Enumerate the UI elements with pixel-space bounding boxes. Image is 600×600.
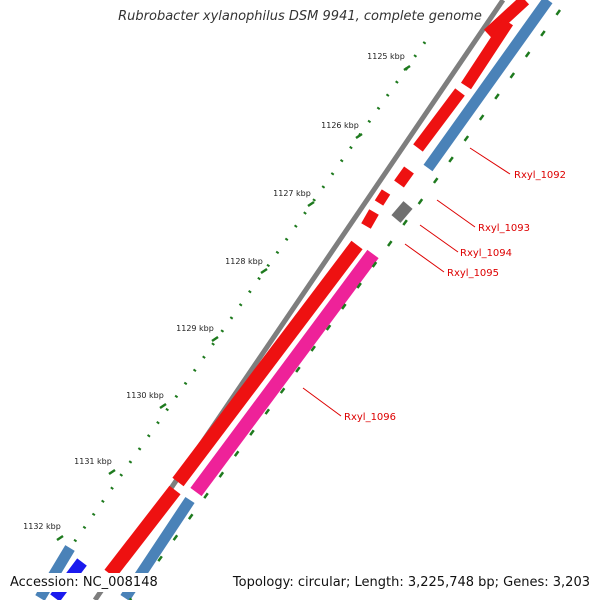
scale-tick (355, 132, 363, 140)
gene-forward (394, 166, 414, 188)
gene-label[interactable]: Rxyl_1095 (447, 268, 499, 279)
leader-line (469, 147, 511, 175)
forward-strand-genes (104, 0, 530, 579)
gene-reverse (423, 0, 553, 172)
scale-tick-label: 1125 kbp (367, 52, 405, 61)
scale-tick (211, 335, 219, 343)
leader-line (419, 224, 459, 253)
label-leaders (302, 147, 511, 417)
gene-forward (413, 88, 465, 152)
scale-tick-label: 1127 kbp (273, 189, 311, 198)
scale-tick-label: 1126 kbp (321, 121, 359, 130)
accession-text: Accession: NC_008148 (8, 573, 160, 592)
scale-labels: 1125 kbp 1126 kbp 1127 kbp 1128 kbp 1129… (23, 52, 405, 531)
inner-tick-track (128, 9, 562, 600)
gene-label[interactable]: Rxyl_1092 (514, 170, 566, 181)
scale-tick (108, 468, 116, 476)
gene-label[interactable]: Rxyl_1096 (344, 412, 396, 423)
scale-tick (307, 200, 315, 208)
scale-tick (403, 64, 411, 72)
scale-tick (56, 534, 64, 542)
gene-pseudo (391, 201, 413, 223)
scale-tick (159, 402, 167, 410)
gene-forward (104, 485, 181, 579)
scale-track (33, 41, 427, 599)
scale-tick-label: 1130 kbp (126, 391, 164, 400)
leader-line (436, 199, 476, 228)
genome-title: Rubrobacter xylanophilus DSM 9941, compl… (118, 9, 482, 24)
gene-forward (361, 209, 379, 229)
gene-labels: Rxyl_1092 Rxyl_1093 Rxyl_1094 Rxyl_1095 … (344, 170, 566, 423)
scale-dotted-line (33, 41, 427, 599)
scale-tick-label: 1129 kbp (176, 324, 214, 333)
leader-line (302, 387, 342, 417)
leader-line (404, 243, 445, 273)
scale-tick-label: 1128 kbp (225, 257, 263, 266)
scale-tick-label: 1131 kbp (74, 457, 112, 466)
gene-forward (483, 0, 530, 39)
gene-highlighted (190, 249, 379, 497)
gene-forward (460, 18, 514, 90)
gene-label[interactable]: Rxyl_1093 (478, 223, 530, 234)
reverse-strand-genes (35, 0, 553, 600)
gene-forward (374, 189, 391, 206)
gene-label[interactable]: Rxyl_1094 (460, 248, 512, 259)
scale-tick-label: 1132 kbp (23, 522, 61, 531)
genome-summary-text: Topology: circular; Length: 3,225,748 bp… (230, 573, 592, 592)
scale-tick (260, 267, 268, 275)
gene-forward (172, 240, 363, 487)
